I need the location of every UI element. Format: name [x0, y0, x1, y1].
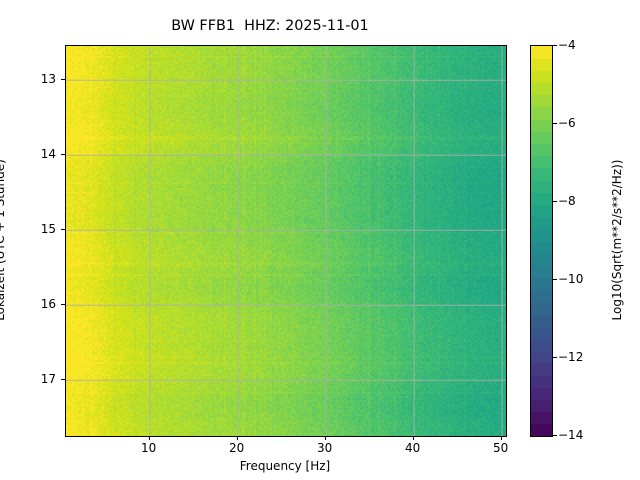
x-tick-label: 30: [316, 441, 333, 455]
y-tick-mark: [61, 228, 65, 230]
y-tick-mark: [61, 78, 65, 80]
colorbar-tick-label: −10: [558, 272, 584, 286]
y-axis-label: Lokalzeit (UTC + 1 Stunde): [0, 159, 7, 321]
colorbar-tick-mark: [553, 435, 557, 437]
x-tick-mark: [148, 436, 150, 440]
colorbar-tick-mark: [553, 201, 557, 203]
colorbar-tick-label: −12: [558, 350, 584, 364]
colorbar: [530, 45, 553, 437]
x-tick-label: 10: [140, 441, 157, 455]
y-tick-mark: [61, 153, 65, 155]
y-tick-label: 15: [40, 221, 56, 236]
x-tick-label: 50: [492, 441, 509, 455]
colorbar-tick-mark: [553, 123, 557, 125]
colorbar-tick-mark: [553, 45, 557, 47]
colorbar-tick-label: −14: [558, 428, 584, 442]
colorbar-tick-mark: [553, 279, 557, 281]
page-title: BW FFB1 HHZ: 2025-11-01: [171, 18, 369, 34]
y-tick-label: 16: [40, 296, 56, 311]
colorbar-tick-mark: [553, 357, 557, 359]
y-tick-mark: [61, 303, 65, 305]
colorbar-tick-label: −8: [558, 194, 576, 208]
y-tick-label: 17: [40, 371, 56, 386]
spectrogram-plot-area: [65, 45, 507, 437]
x-axis-label: Frequency [Hz]: [239, 459, 331, 473]
colorbar-tick-label: −4: [558, 38, 576, 52]
colorbar-tick-label: −6: [558, 116, 576, 130]
spectrogram-image: [66, 46, 506, 436]
x-tick-mark: [324, 436, 326, 440]
colorbar-gradient: [531, 46, 552, 436]
x-tick-mark: [236, 436, 238, 440]
y-tick-label: 13: [40, 71, 56, 86]
y-tick-label: 14: [40, 146, 56, 161]
x-tick-label: 20: [228, 441, 245, 455]
y-tick-mark: [61, 378, 65, 380]
x-tick-mark: [500, 436, 502, 440]
colorbar-label: Log10(Sqrt(m**2/s**2/Hz)): [610, 159, 624, 321]
x-tick-label: 40: [404, 441, 421, 455]
x-tick-mark: [412, 436, 414, 440]
